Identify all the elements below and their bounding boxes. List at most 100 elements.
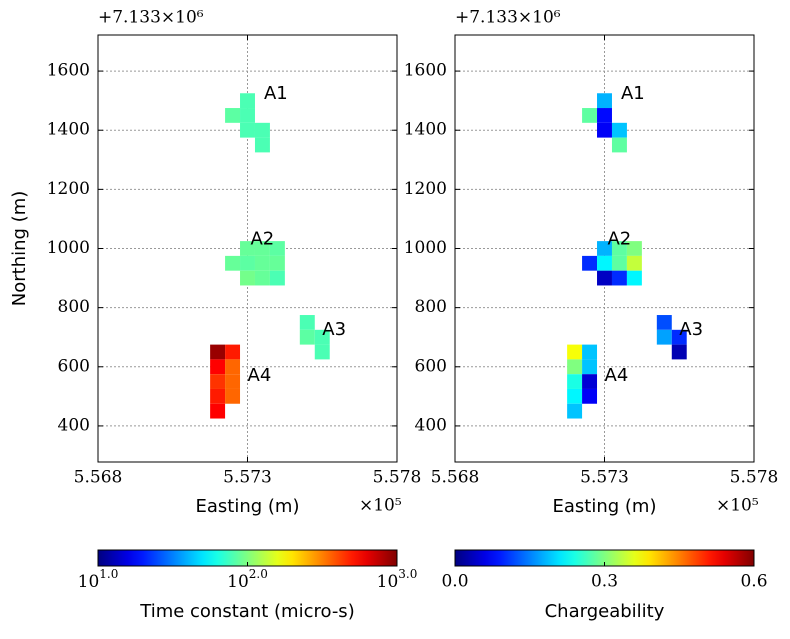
cell xyxy=(567,403,583,419)
cell xyxy=(626,255,642,271)
cell xyxy=(626,241,642,256)
cell xyxy=(225,108,241,123)
cell xyxy=(671,329,687,345)
cell xyxy=(611,241,627,256)
cell xyxy=(225,344,241,360)
colorbar-tick-label: 0.0 xyxy=(441,572,468,592)
y-tick-label: 800 xyxy=(58,297,90,317)
cell xyxy=(611,255,627,271)
cell xyxy=(597,255,612,271)
cell xyxy=(597,270,612,286)
x-tick-label: 5.578 xyxy=(730,468,779,488)
y-tick-label: 1200 xyxy=(404,179,447,199)
annotation: A4 xyxy=(248,365,272,386)
cell xyxy=(671,344,687,360)
tick-exponent: 2.0 xyxy=(249,567,268,581)
cell xyxy=(240,241,255,256)
cell xyxy=(269,255,285,271)
colorbar-tick-label: 0.3 xyxy=(591,572,618,592)
y-tick-label: 1400 xyxy=(404,120,447,140)
cell xyxy=(210,403,226,419)
cell xyxy=(299,315,315,330)
cell xyxy=(210,388,226,404)
annotation: A1 xyxy=(264,83,288,104)
colorbar-tick-label: 0.6 xyxy=(740,572,767,592)
cell xyxy=(656,329,672,345)
annotation: A3 xyxy=(679,319,703,340)
cell xyxy=(254,241,270,256)
cell xyxy=(254,270,270,286)
cell xyxy=(254,255,270,271)
cell xyxy=(597,122,612,138)
y-tick-label: 1600 xyxy=(404,61,447,81)
cell xyxy=(299,329,315,345)
cell xyxy=(314,329,330,345)
colorbar-label: Chargeability xyxy=(545,601,665,622)
x-offset: ×10⁵ xyxy=(716,496,759,516)
y-tick-label: 800 xyxy=(415,297,447,317)
cell xyxy=(582,374,598,389)
tick-base: 10 xyxy=(227,572,249,592)
annotation: A1 xyxy=(621,83,645,104)
cell xyxy=(314,344,330,360)
cell xyxy=(611,122,627,138)
tick-exponent: 1.0 xyxy=(99,567,118,581)
x-axis-label: Easting (m) xyxy=(196,496,300,517)
cell xyxy=(567,359,583,375)
y-tick-label: 1000 xyxy=(47,238,90,258)
y-tick-label: 400 xyxy=(415,415,447,435)
cell xyxy=(254,137,270,153)
cell xyxy=(611,137,627,153)
cell xyxy=(269,270,285,286)
x-tick-label: 5.573 xyxy=(580,468,629,488)
cell xyxy=(240,122,255,138)
x-offset: ×10⁵ xyxy=(359,496,402,516)
x-tick-label: 5.568 xyxy=(74,468,123,488)
y-tick-label: 1000 xyxy=(404,238,447,258)
cell xyxy=(225,255,241,271)
cell xyxy=(240,108,255,123)
cell xyxy=(582,359,598,375)
y-offset: +7.133×10⁶ xyxy=(455,8,561,28)
annotation: A2 xyxy=(607,229,631,250)
cell xyxy=(626,270,642,286)
cell xyxy=(225,359,241,375)
cell xyxy=(210,359,226,375)
y-tick-label: 400 xyxy=(58,415,90,435)
y-tick-label: 600 xyxy=(58,356,90,376)
cell xyxy=(240,93,255,109)
cell xyxy=(656,315,672,330)
x-tick-label: 5.578 xyxy=(373,468,422,488)
x-tick-label: 5.573 xyxy=(223,468,272,488)
colorbar-tick-label: 102.0 xyxy=(227,567,268,592)
y-tick-label: 600 xyxy=(415,356,447,376)
cell xyxy=(567,388,583,404)
y-tick-label: 1600 xyxy=(47,61,90,81)
annotation: A2 xyxy=(250,229,274,250)
cell xyxy=(582,388,598,404)
cell xyxy=(597,108,612,123)
y-tick-label: 1400 xyxy=(47,120,90,140)
cell xyxy=(582,255,598,271)
cell xyxy=(597,93,612,109)
cell xyxy=(582,344,598,360)
cell xyxy=(269,241,285,256)
annotation: A3 xyxy=(322,319,346,340)
tick-exponent: 3.0 xyxy=(398,567,417,581)
colorbar-label: Time constant (micro-s) xyxy=(139,601,354,622)
cell xyxy=(240,270,255,286)
cell xyxy=(254,122,270,138)
x-axis-label: Easting (m) xyxy=(553,496,657,517)
cell xyxy=(225,388,241,404)
cell xyxy=(582,108,598,123)
tick-base: 10 xyxy=(377,572,399,592)
cell xyxy=(597,241,612,256)
y-axis-label: Northing (m) xyxy=(9,191,30,306)
colorbar-tick-label: 103.0 xyxy=(377,567,418,592)
cell xyxy=(567,344,583,360)
cell xyxy=(240,255,255,271)
cell xyxy=(210,344,226,360)
cell xyxy=(611,270,627,286)
y-offset: +7.133×10⁶ xyxy=(98,8,204,28)
